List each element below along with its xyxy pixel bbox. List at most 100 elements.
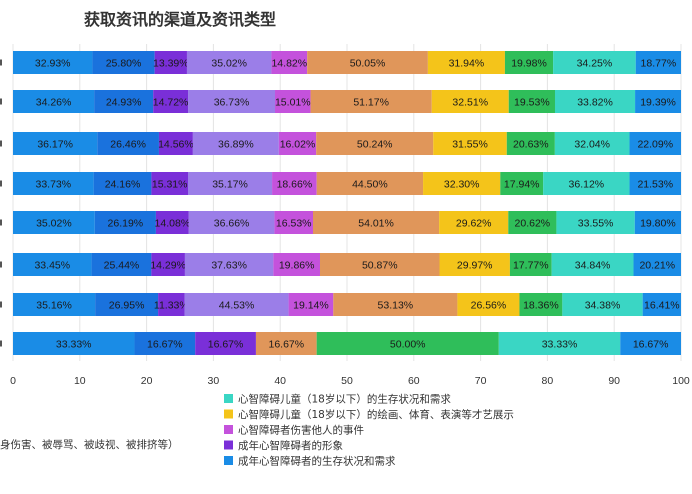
x-tick-label: 40 <box>274 375 286 387</box>
bar-data-label: 21.53% <box>637 179 673 191</box>
bar-data-label: 32.04% <box>574 139 610 151</box>
legend-label: 心智障碍儿童（18岁以下）的绘画、体育、表演等才艺展示 <box>238 408 514 421</box>
bar-segment <box>94 211 156 234</box>
bar-segment <box>184 293 289 316</box>
x-tick-label: 20 <box>141 375 153 387</box>
legend-swatch <box>224 394 233 403</box>
bar-data-label: 31.94% <box>449 58 485 70</box>
bar-data-label: 36.17% <box>37 139 73 151</box>
bar-segment <box>97 132 159 155</box>
bar-data-label: 17.77% <box>513 260 549 272</box>
x-tick-label: 10 <box>74 375 86 387</box>
bar-data-label: 14.72% <box>153 97 189 109</box>
bar-segment <box>506 132 555 155</box>
bar-data-label: 53.13% <box>378 300 414 312</box>
bar-segment <box>316 332 499 355</box>
bar-data-label: 14.08% <box>155 218 191 230</box>
bar-segment <box>508 90 555 113</box>
legend-label: 心智障碍者伤害他人的事件 <box>238 424 364 437</box>
bar-segment <box>188 90 276 113</box>
bar-segment <box>635 90 681 113</box>
bar-data-label: 35.16% <box>36 300 72 312</box>
x-tick-label: 0 <box>10 375 16 387</box>
legend-swatch <box>224 440 233 450</box>
bar-segment <box>155 211 189 234</box>
category-tick <box>0 261 2 268</box>
bar-segment <box>255 332 317 355</box>
bar-segment <box>13 172 94 195</box>
bar-data-label: 35.02% <box>211 58 247 70</box>
bar-data-label: 19.86% <box>279 260 315 272</box>
bar-data-label: 17.94% <box>504 179 540 191</box>
bar-data-label: 26.95% <box>109 300 145 312</box>
bar-segment <box>504 51 554 74</box>
bar-data-label: 34.38% <box>585 300 621 312</box>
bar-segment <box>500 172 544 195</box>
bar-data-label: 54.01% <box>358 218 394 230</box>
bar-data-label: 33.82% <box>577 97 613 109</box>
bar-data-label: 51.17% <box>353 97 389 109</box>
bar-data-label: 44.53% <box>219 300 255 312</box>
x-tick-label: 70 <box>475 375 487 387</box>
bar-data-label: 13.39% <box>153 58 189 70</box>
bar-data-label: 19.14% <box>293 300 329 312</box>
legend-label: 心智障碍儿童（18岁以下）的生存状况和需求 <box>238 393 451 406</box>
bar-segment <box>13 51 93 74</box>
bar-segment <box>151 172 188 195</box>
bar-segment <box>158 293 185 316</box>
bar-segment <box>154 51 187 74</box>
bar-segment <box>307 51 428 74</box>
bar-data-label: 16.53% <box>276 218 312 230</box>
bar-data-label: 33.55% <box>578 218 614 230</box>
category-tick <box>0 301 2 308</box>
category-tick <box>0 59 2 66</box>
bar-segment <box>498 332 621 355</box>
bar-segment <box>91 253 152 276</box>
bar-segment <box>551 253 634 276</box>
bar-data-label: 44.50% <box>352 179 388 191</box>
bar-segment <box>310 90 432 113</box>
bar-data-label: 19.98% <box>511 58 547 70</box>
x-tick-label: 90 <box>608 375 620 387</box>
bar-segment <box>634 211 681 234</box>
bar-data-label: 18.66% <box>277 179 313 191</box>
bar-data-label: 16.67% <box>268 339 304 351</box>
bar-segment <box>278 132 317 155</box>
bar-data-label: 33.45% <box>34 260 70 272</box>
bar-segment <box>642 293 681 316</box>
legend-swatch <box>224 456 233 465</box>
bar-data-label: 19.53% <box>514 97 550 109</box>
bar-segment <box>316 132 434 155</box>
bar-data-label: 11.33% <box>154 300 189 312</box>
bar-data-label: 33.33% <box>56 339 92 351</box>
bar-segment <box>192 132 279 155</box>
legend-swatch <box>224 409 233 419</box>
bar-data-label: 32.93% <box>35 58 71 70</box>
bar-segment <box>319 253 440 276</box>
bar-data-label: 14.56% <box>158 139 194 151</box>
bar-segment <box>158 132 193 155</box>
category-tick <box>0 98 2 105</box>
bar-segment <box>519 293 563 316</box>
bar-data-label: 26.46% <box>110 139 146 151</box>
legend-label: 成年心智障碍者的形象 <box>238 439 343 452</box>
bar-data-label: 29.97% <box>457 260 493 272</box>
bar-segment <box>272 172 317 195</box>
bar-data-label: 16.41% <box>644 300 680 312</box>
legend-swatch <box>224 425 233 434</box>
bar-data-label: 34.84% <box>575 260 611 272</box>
bar-data-label: 19.80% <box>640 218 676 230</box>
bar-data-label: 26.19% <box>108 218 144 230</box>
bar-data-label: 14.82% <box>271 58 307 70</box>
bar-segment <box>508 211 557 234</box>
bar-data-label: 16.67% <box>147 339 183 351</box>
bar-segment <box>556 211 635 234</box>
bar-data-label: 50.00% <box>390 339 426 351</box>
bar-data-label: 22.09% <box>637 139 673 151</box>
bar-data-label: 29.62% <box>456 218 492 230</box>
bar-segment <box>316 172 424 195</box>
bar-segment <box>186 51 272 74</box>
bar-data-label: 35.17% <box>212 179 248 191</box>
bar-data-label: 50.05% <box>350 58 386 70</box>
